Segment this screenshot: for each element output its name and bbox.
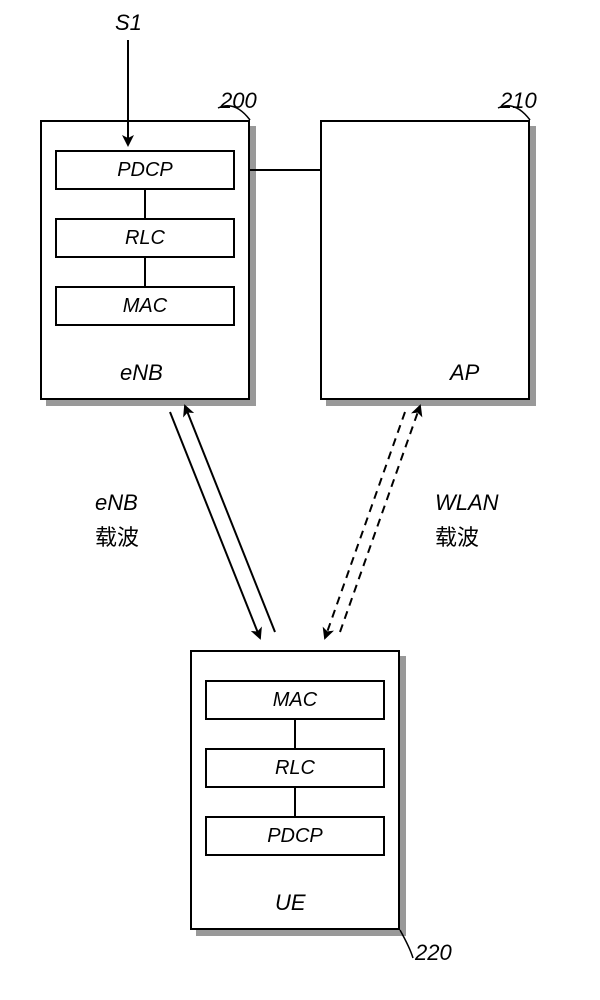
edge-enb-ue-down (170, 412, 260, 638)
ap-box (320, 120, 530, 400)
edge-ap-ue-up (340, 406, 420, 632)
ue-ref-label: 220 (415, 940, 452, 966)
enb-carrier-label-b: 载波 (95, 520, 139, 552)
enb-carrier-label-a: eNB (95, 490, 138, 516)
enb-layer-pdcp: PDCP (55, 150, 235, 190)
ue-layer-mac: MAC (205, 680, 385, 720)
ue-box-label: UE (275, 890, 306, 916)
s1-label: S1 (115, 10, 142, 36)
ap-ref-label: 210 (500, 88, 537, 114)
ue-layer-pdcp: PDCP (205, 816, 385, 856)
ue-layer-rlc: RLC (205, 748, 385, 788)
enb-layer-mac: MAC (55, 286, 235, 326)
network-diagram: S1 200 210 220 PDCP RLC MAC eNB AP MAC R… (0, 0, 600, 1000)
wlan-carrier-label-b: 载波 (435, 520, 479, 552)
enb-layer-rlc: RLC (55, 218, 235, 258)
enb-ref-label: 200 (220, 88, 257, 114)
wlan-carrier-label-a: WLAN (435, 490, 499, 516)
edge-enb-ue-up (185, 406, 275, 632)
enb-box-label: eNB (120, 360, 163, 386)
edge-ap-ue-down (325, 412, 405, 638)
ap-box-label: AP (450, 360, 479, 386)
